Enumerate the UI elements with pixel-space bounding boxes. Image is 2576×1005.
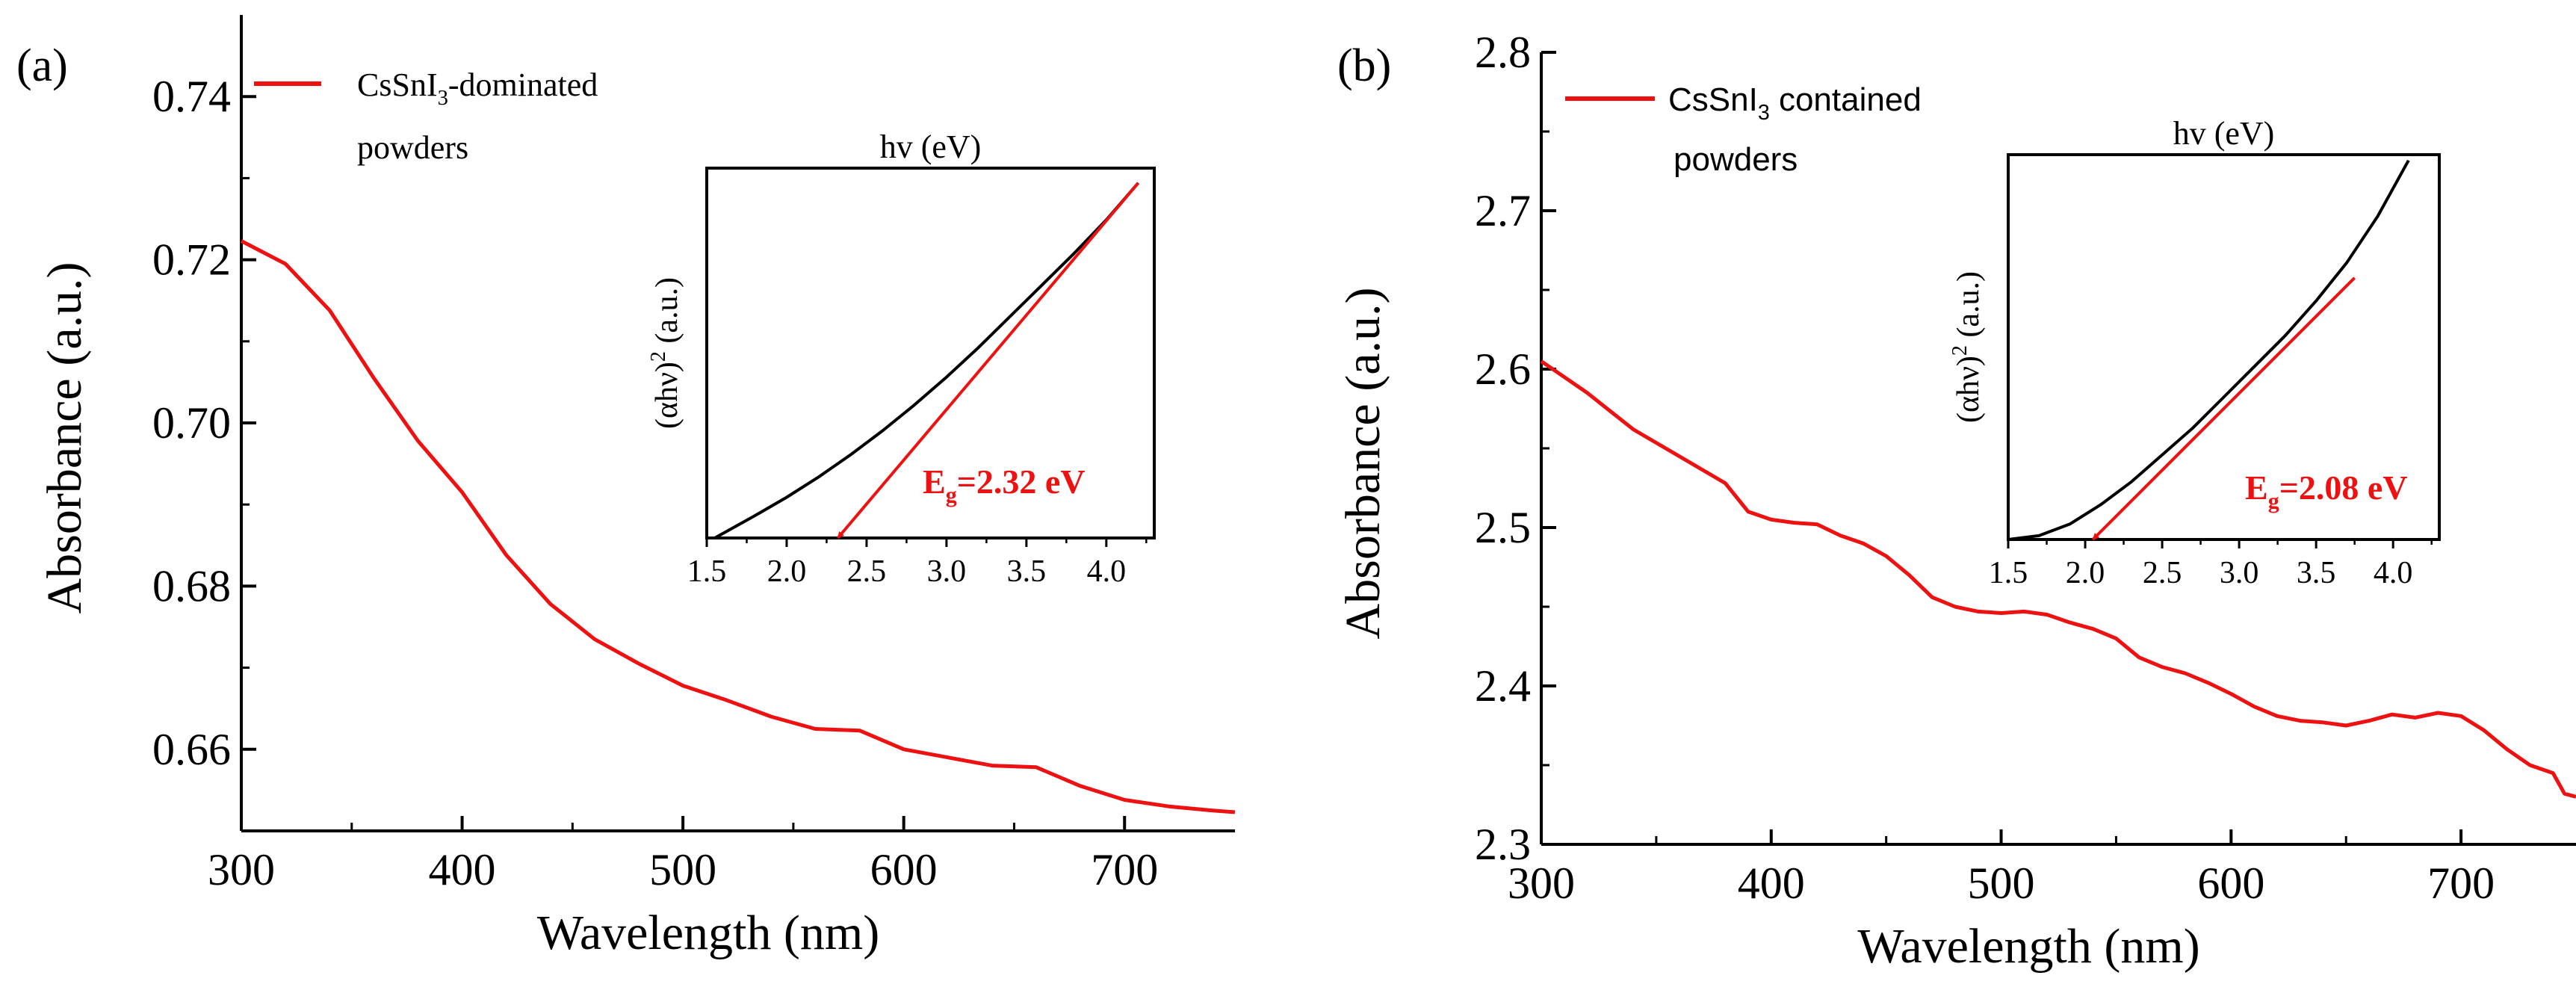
inset-x-tick-label: 4.0 xyxy=(2374,556,2413,590)
inset-x-tick-label: 1.5 xyxy=(1989,556,2028,590)
y-tick-label: 0.70 xyxy=(152,398,231,448)
series-line xyxy=(240,239,1236,814)
y-tick-label: 2.5 xyxy=(1475,503,1531,552)
inset-fit-arrow xyxy=(2091,276,2356,541)
x-tick-label: 400 xyxy=(1738,859,1805,908)
x-axis-title: Wavelength (nm) xyxy=(537,906,879,960)
y-tick-label: 2.4 xyxy=(1475,661,1531,711)
inset-fit-arrow xyxy=(836,182,1140,539)
inset-title: hv (eV) xyxy=(880,129,982,165)
x-tick-label: 500 xyxy=(1968,859,2035,908)
x-tick-label: 600 xyxy=(870,845,938,894)
inset-x-tick-label: 2.5 xyxy=(847,554,887,589)
x-axis-title: Wavelength (nm) xyxy=(1857,919,2199,974)
y-tick-label: 0.66 xyxy=(152,725,231,774)
series-line xyxy=(1540,359,2576,799)
inset-x-tick-label: 2.0 xyxy=(767,554,807,589)
panel-a: 300 400 500 600 700 0.66 0.68 0.70 0.72 0.74 Wavel… xyxy=(16,15,1236,960)
inset-frame xyxy=(2007,153,2441,541)
inset-x-tick-label: 2.0 xyxy=(2066,556,2105,590)
inset-plot: hv (eV) 1.5 2.0 2.5 3.0 3.5 4.0 (αhν)2 (a.u.) Eg… xyxy=(1948,115,2441,590)
inset-x-tick-label: 3.0 xyxy=(2220,556,2259,590)
inset-x-tick-label: 3.5 xyxy=(1007,554,1047,589)
inset-x-tick-label: 2.5 xyxy=(2143,556,2182,590)
inset-x-tick-label: 1.5 xyxy=(687,554,727,589)
inset-title: hv (eV) xyxy=(2173,115,2275,152)
x-tick-label: 600 xyxy=(2197,859,2264,908)
bandgap-label: Eg=2.32 eV xyxy=(923,463,1086,507)
y-tick-label: 0.68 xyxy=(152,561,231,610)
y-tick-label: 2.6 xyxy=(1475,344,1531,394)
x-tick-label: 400 xyxy=(429,845,496,894)
legend-label: CsSnI3-dominated xyxy=(357,67,598,110)
panel-b: 300 400 500 600 700 2.3 2.4 2.5 2.6 2.7 2.8 Wavelen… xyxy=(1336,28,2576,974)
panel-label: (b) xyxy=(1337,40,1391,91)
y-tick-label: 0.72 xyxy=(152,235,231,285)
y-tick-label: 2.7 xyxy=(1475,186,1531,235)
bandgap-label: Eg=2.08 eV xyxy=(2245,469,2408,513)
inset-plot: hv (eV) 1.5 2.0 2.5 3.0 3.5 4.0 (αhν)2 (a.u.) Eg… xyxy=(647,129,1156,589)
inset-curve xyxy=(2007,159,2410,541)
x-tick-label: 700 xyxy=(1091,845,1158,894)
legend-label: CsSnI3 contained xyxy=(1668,81,1922,125)
y-tick-label: 2.3 xyxy=(1475,820,1531,869)
y-axis-title: Absorbance (a.u.) xyxy=(37,262,92,614)
inset-frame xyxy=(705,167,1156,539)
y-tick-label: 2.8 xyxy=(1475,28,1531,77)
x-tick-label: 700 xyxy=(2427,859,2495,908)
panel-label: (a) xyxy=(16,40,68,91)
legend-label-line2: powders xyxy=(357,129,468,166)
inset-y-axis-title: (αhν)2 (a.u.) xyxy=(647,277,684,429)
legend-label-line2: powders xyxy=(1674,141,1798,178)
inset-x-tick-label: 3.0 xyxy=(927,554,967,589)
x-tick-label: 300 xyxy=(1508,859,1575,908)
y-axis-title: Absorbance (a.u.) xyxy=(1336,288,1390,640)
inset-x-tick-label: 4.0 xyxy=(1087,554,1127,589)
inset-x-tick-label: 3.5 xyxy=(2297,556,2336,590)
y-tick-label: 0.74 xyxy=(152,72,231,121)
inset-curve xyxy=(713,182,1140,539)
x-tick-label: 300 xyxy=(208,845,275,894)
inset-y-axis-title: (αhν)2 (a.u.) xyxy=(1948,271,1986,423)
x-tick-label: 500 xyxy=(649,845,716,894)
